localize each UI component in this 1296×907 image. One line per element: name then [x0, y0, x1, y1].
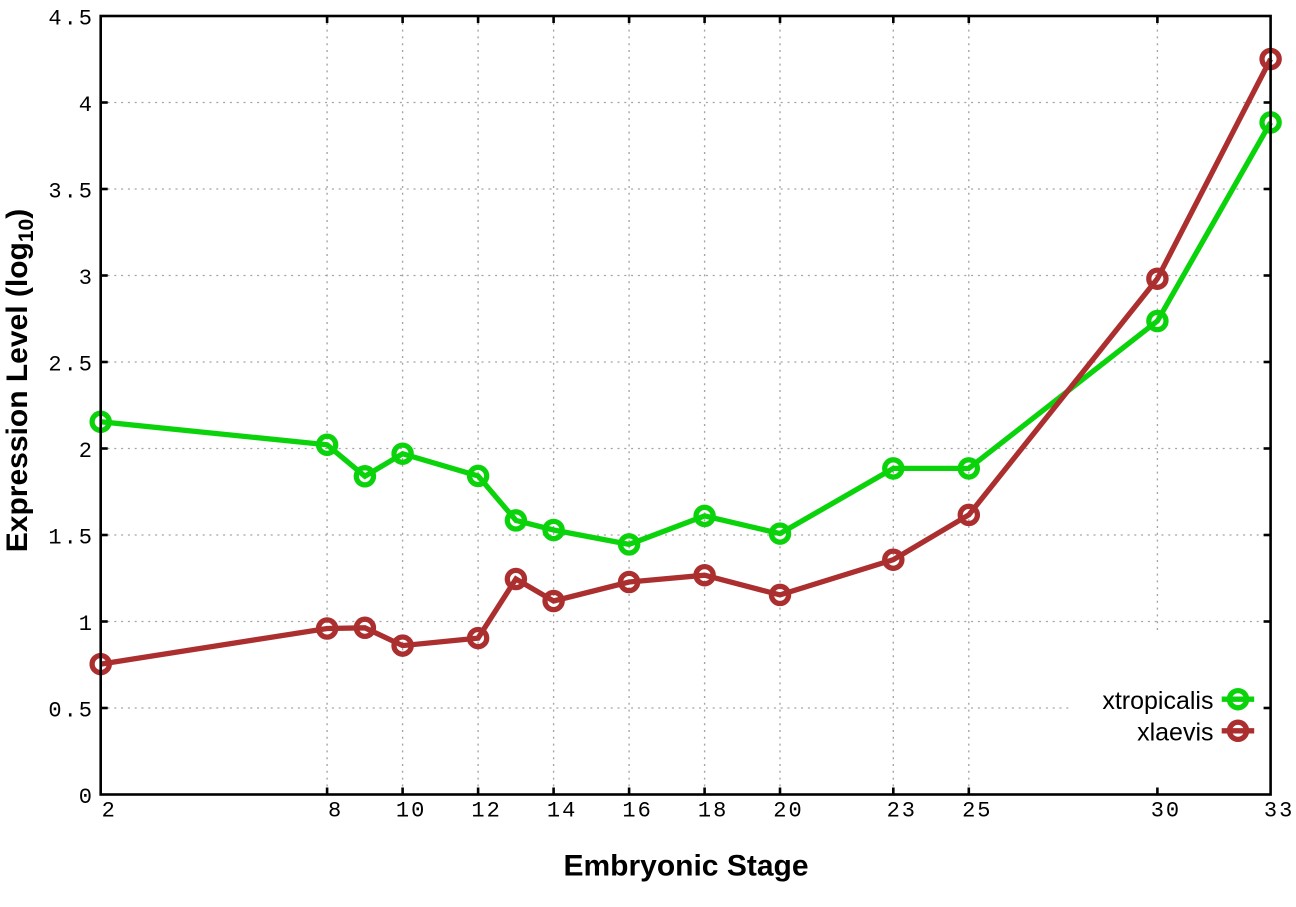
svg-text:2: 2 [102, 799, 117, 824]
svg-text:12: 12 [471, 799, 501, 824]
svg-text:Expression Level (log10): Expression Level (log10) [1, 209, 38, 552]
svg-text:4: 4 [79, 93, 94, 118]
svg-text:xtropicalis: xtropicalis [1102, 687, 1213, 715]
svg-text:2.5: 2.5 [48, 353, 94, 378]
svg-text:16: 16 [622, 799, 652, 824]
svg-text:1: 1 [79, 612, 94, 637]
svg-text:3.5: 3.5 [48, 180, 94, 205]
svg-text:18: 18 [698, 799, 728, 824]
svg-text:30: 30 [1151, 799, 1181, 824]
svg-text:2: 2 [79, 439, 94, 464]
svg-text:0: 0 [79, 785, 94, 810]
svg-text:8: 8 [328, 799, 343, 824]
svg-text:Embryonic Stage: Embryonic Stage [563, 849, 808, 882]
svg-text:23: 23 [887, 799, 917, 824]
svg-text:xlaevis: xlaevis [1137, 719, 1213, 747]
svg-text:0.5: 0.5 [48, 699, 94, 724]
svg-text:25: 25 [962, 799, 992, 824]
svg-text:33: 33 [1264, 799, 1294, 824]
svg-text:14: 14 [547, 799, 577, 824]
svg-text:3: 3 [79, 266, 94, 291]
svg-text:1.5: 1.5 [48, 526, 94, 551]
svg-text:20: 20 [773, 799, 803, 824]
svg-text:4.5: 4.5 [48, 7, 94, 32]
svg-text:10: 10 [396, 799, 426, 824]
